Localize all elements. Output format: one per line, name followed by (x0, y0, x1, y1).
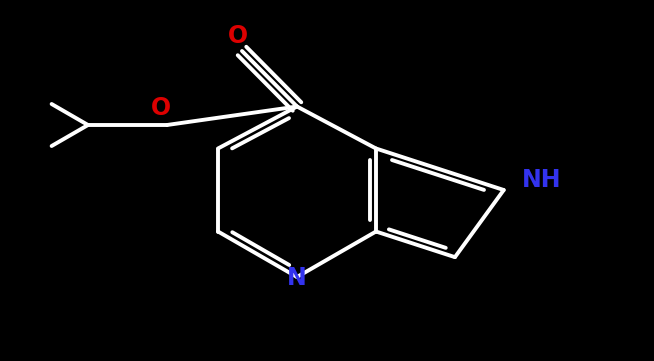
Text: O: O (228, 24, 248, 48)
Text: NH: NH (522, 168, 561, 192)
Text: N: N (287, 266, 307, 290)
Text: O: O (151, 96, 171, 120)
